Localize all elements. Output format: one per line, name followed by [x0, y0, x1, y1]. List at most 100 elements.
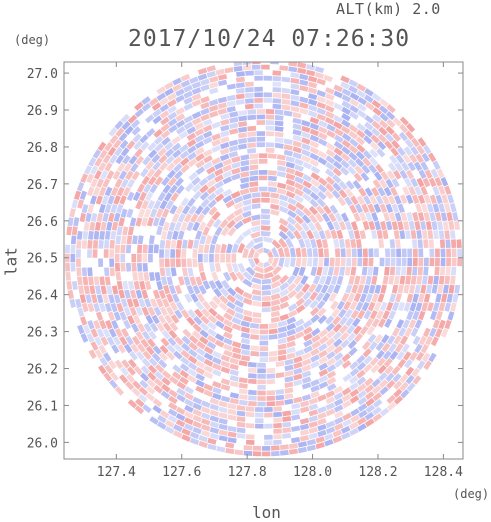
radar-cell: [213, 287, 222, 298]
radar-cell: [272, 103, 282, 110]
radar-cell: [414, 343, 423, 354]
radar-cell: [92, 249, 98, 258]
radar-cell: [148, 244, 154, 254]
radar-cell: [323, 257, 330, 267]
radar-cell: [350, 195, 359, 206]
radar-cell: [115, 235, 122, 245]
radar-cell: [199, 235, 207, 245]
radar-cell: [401, 161, 410, 172]
radar-cell: [353, 172, 363, 182]
radar-cell: [164, 148, 175, 158]
radar-cell: [115, 271, 122, 281]
radar-cell: [277, 320, 288, 328]
radar-cell: [122, 154, 131, 165]
radar-cell: [98, 364, 107, 375]
radar-cell: [226, 100, 236, 107]
radar-cell: [234, 449, 244, 456]
radar-cell: [298, 266, 306, 277]
radar-cell: [314, 72, 325, 79]
radar-cell: [333, 238, 340, 248]
radar-cell: [350, 309, 360, 320]
radar-cell: [141, 199, 149, 210]
radar-cell: [220, 226, 230, 237]
radar-cell: [271, 239, 282, 249]
radar-cell: [423, 239, 429, 248]
radar-cell: [386, 170, 396, 180]
radar-cell: [420, 220, 427, 231]
radar-cell: [416, 177, 425, 188]
radar-cell: [317, 314, 328, 325]
radar-cell: [202, 136, 213, 145]
radar-cell: [387, 162, 397, 172]
radar-cell: [226, 219, 236, 229]
radar-cell: [341, 360, 352, 369]
radar-cell: [251, 203, 261, 210]
radar-cell: [369, 356, 379, 367]
radar-cell: [285, 237, 294, 248]
radar-cell: [301, 149, 311, 157]
radar-cell: [340, 248, 346, 257]
radar-cell: [66, 226, 73, 236]
radar-cell: [156, 280, 163, 291]
radar-cell: [106, 336, 115, 346]
radar-cell: [363, 195, 372, 205]
radar-cell: [120, 244, 126, 254]
radar-cell: [341, 139, 352, 149]
radar-cell: [149, 322, 159, 333]
radar-cell: [268, 175, 277, 182]
radar-cell: [264, 412, 273, 418]
radar-cell: [180, 309, 190, 319]
radar-cell: [400, 266, 407, 276]
radar-cell: [271, 287, 281, 295]
radar-cell: [367, 266, 374, 276]
radar-cell: [292, 140, 302, 148]
radar-cell: [202, 130, 213, 139]
radar-cell: [129, 351, 138, 361]
radar-cell: [187, 362, 198, 371]
radar-cell: [440, 257, 446, 267]
radar-cell: [233, 65, 243, 72]
radar-cell: [97, 141, 107, 152]
radar-cell: [303, 298, 313, 308]
radar-cell: [195, 366, 206, 376]
radar-cell: [447, 311, 455, 321]
radar-cell: [88, 349, 97, 359]
radar-cell: [147, 364, 158, 374]
radar-cell: [281, 104, 291, 111]
radar-cell: [139, 134, 149, 144]
radar-cell: [102, 328, 111, 338]
radar-cell: [423, 194, 432, 204]
radar-cell: [152, 217, 160, 227]
radar-cell: [415, 153, 424, 164]
radar-cell: [425, 221, 432, 231]
radar-cell: [82, 276, 89, 286]
radar-cell: [388, 195, 396, 205]
radar-cell: [251, 295, 262, 302]
radar-cell: [105, 319, 113, 330]
radar-cell: [181, 239, 188, 249]
radar-cell: [405, 366, 415, 377]
radar-cell: [368, 341, 378, 351]
radar-cell: [102, 212, 109, 222]
radar-cell: [341, 353, 351, 363]
radar-cell: [98, 203, 106, 214]
radar-cell: [364, 377, 374, 387]
radar-cell: [300, 275, 309, 286]
radar-cell: [402, 186, 410, 196]
radar-cell: [238, 360, 248, 367]
radar-cell: [319, 335, 329, 345]
radar-cell: [114, 253, 120, 263]
radar-cell: [266, 401, 276, 407]
radar-cell: [218, 412, 228, 419]
radar-cell: [175, 113, 186, 122]
radar-cell: [167, 337, 177, 347]
radar-cell: [184, 398, 194, 407]
radar-cell: [338, 189, 348, 199]
radar-cell: [254, 70, 263, 76]
radar-cell: [217, 79, 228, 87]
radar-cell: [267, 250, 274, 258]
radar-cell: [125, 170, 134, 181]
radar-cell: [434, 266, 440, 276]
radar-cell: [349, 361, 359, 370]
radar-cell: [186, 284, 195, 295]
